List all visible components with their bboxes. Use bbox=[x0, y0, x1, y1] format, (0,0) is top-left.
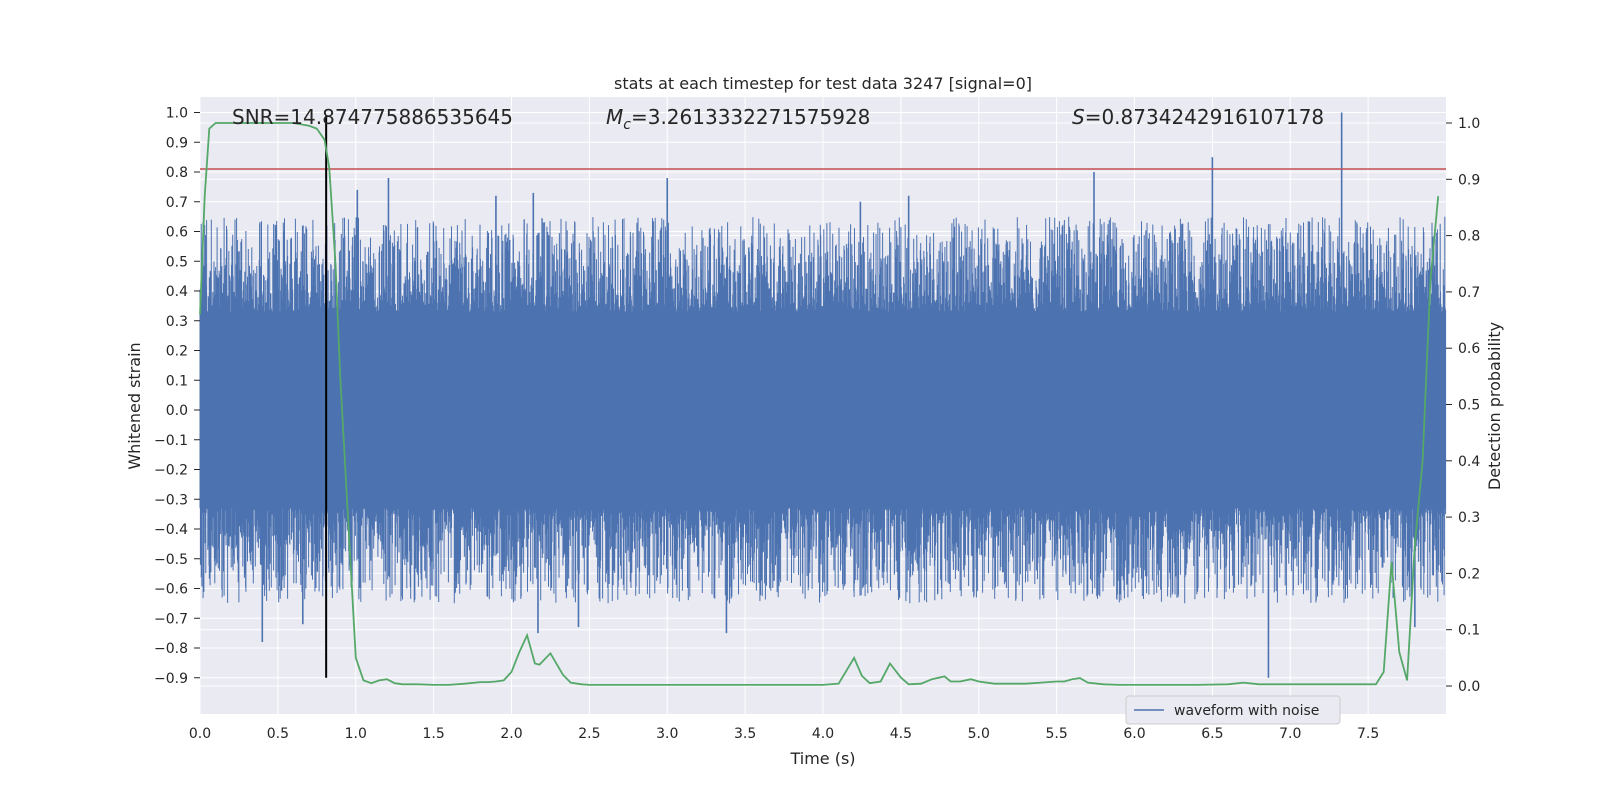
chirp-mass-symbol: M bbox=[606, 105, 623, 129]
y-tick-label: 1.0 bbox=[166, 106, 188, 122]
y-tick-label: 0.5 bbox=[166, 254, 188, 270]
x-tick-label: 7.0 bbox=[1279, 726, 1301, 742]
y-tick-label: −0.9 bbox=[154, 671, 188, 687]
y-tick-label: −0.8 bbox=[154, 641, 188, 657]
s-value: =0.8734242916107178 bbox=[1085, 105, 1324, 129]
y-tick-label: −0.4 bbox=[154, 522, 188, 538]
x-tick-label: 2.5 bbox=[578, 726, 600, 742]
y2-tick-label: 0.8 bbox=[1458, 229, 1480, 245]
s-annotation: S=0.8734242916107178 bbox=[1072, 105, 1324, 129]
y2-axis-label: Detection probability bbox=[1485, 322, 1504, 490]
y2-tick-label: 0.3 bbox=[1458, 510, 1480, 526]
y-tick-label: −0.2 bbox=[154, 463, 188, 479]
x-tick-label: 6.5 bbox=[1201, 726, 1223, 742]
y2-tick-label: 0.6 bbox=[1458, 341, 1480, 357]
probability-series bbox=[199, 122, 1440, 686]
x-tick-label: 7.5 bbox=[1357, 726, 1379, 742]
x-tick-label: 6.0 bbox=[1123, 726, 1145, 742]
y2-tick-label: 0.7 bbox=[1458, 285, 1480, 301]
x-tick-label: 1.0 bbox=[345, 726, 367, 742]
waveform-trace bbox=[199, 216, 1447, 604]
x-tick-label: 4.0 bbox=[812, 726, 834, 742]
y-tick-label: −0.6 bbox=[154, 582, 188, 598]
y-tick-label: −0.1 bbox=[154, 433, 188, 449]
legend: waveform with noise bbox=[1125, 695, 1341, 725]
y-tick-label: 0.3 bbox=[166, 314, 188, 330]
y-tick-label: 0.6 bbox=[166, 225, 188, 241]
chirp-mass-annotation: Mc=3.2613332271575928 bbox=[606, 105, 870, 133]
y-tick-label: 0.9 bbox=[166, 135, 188, 151]
y-tick-label: −0.7 bbox=[154, 611, 188, 627]
snr-annotation: SNR=14.874775886535645 bbox=[232, 105, 513, 129]
s-symbol: S bbox=[1072, 105, 1085, 129]
x-tick-label: 0.5 bbox=[267, 726, 289, 742]
y-tick-label: 0.1 bbox=[166, 373, 188, 389]
y-axis-ticks: −0.9 −0.8 −0.7 −0.6 −0.5 −0.4 −0.3 −0.2 −0.1 0.0 0… bbox=[154, 106, 200, 687]
y-tick-label: −0.5 bbox=[154, 552, 188, 568]
y-tick-label: 0.7 bbox=[166, 195, 188, 211]
legend-box bbox=[1125, 695, 1341, 725]
y2-axis-ticks: 0.0 0.1 0.2 0.3 0.4 0.5 0.6 0.7 0.8 0.9 1.0 bbox=[1446, 116, 1480, 695]
x-tick-label: 4.5 bbox=[890, 726, 912, 742]
waveform-series bbox=[199, 112, 1447, 678]
y-tick-label: 0.2 bbox=[166, 344, 188, 360]
legend-label: waveform with noise bbox=[1174, 703, 1319, 719]
y-axis-label: Whitened strain bbox=[125, 342, 144, 469]
x-tick-label: 2.0 bbox=[500, 726, 522, 742]
y2-tick-label: 0.2 bbox=[1458, 566, 1480, 582]
y2-tick-label: 0.4 bbox=[1458, 454, 1480, 470]
y2-tick-label: 0.5 bbox=[1458, 398, 1480, 414]
probability-line bbox=[199, 122, 1440, 686]
x-axis-ticks: 0.0 0.5 1.0 1.5 2.0 2.5 3.0 3.5 4.0 4.5 5.0 5.5 6.0 6… bbox=[189, 726, 1379, 742]
y2-tick-label: 0.9 bbox=[1458, 172, 1480, 188]
chart-title: stats at each timestep for test data 324… bbox=[614, 74, 1032, 93]
chirp-mass-value: =3.2613332271575928 bbox=[631, 105, 870, 129]
x-tick-label: 5.0 bbox=[968, 726, 990, 742]
x-tick-label: 3.0 bbox=[656, 726, 678, 742]
y2-tick-label: 0.1 bbox=[1458, 623, 1480, 639]
x-tick-label: 0.0 bbox=[189, 726, 211, 742]
x-axis-label: Time (s) bbox=[789, 749, 855, 768]
x-tick-label: 5.5 bbox=[1045, 726, 1067, 742]
y-tick-label: 0.0 bbox=[166, 403, 188, 419]
x-tick-label: 3.5 bbox=[734, 726, 756, 742]
y-tick-label: −0.3 bbox=[154, 492, 188, 508]
x-tick-label: 1.5 bbox=[422, 726, 444, 742]
chirp-mass-subscript: c bbox=[623, 117, 631, 133]
y-tick-label: 0.4 bbox=[166, 284, 188, 300]
y-tick-label: 0.8 bbox=[166, 165, 188, 181]
y2-tick-label: 1.0 bbox=[1458, 116, 1480, 132]
y2-tick-label: 0.0 bbox=[1458, 679, 1480, 695]
